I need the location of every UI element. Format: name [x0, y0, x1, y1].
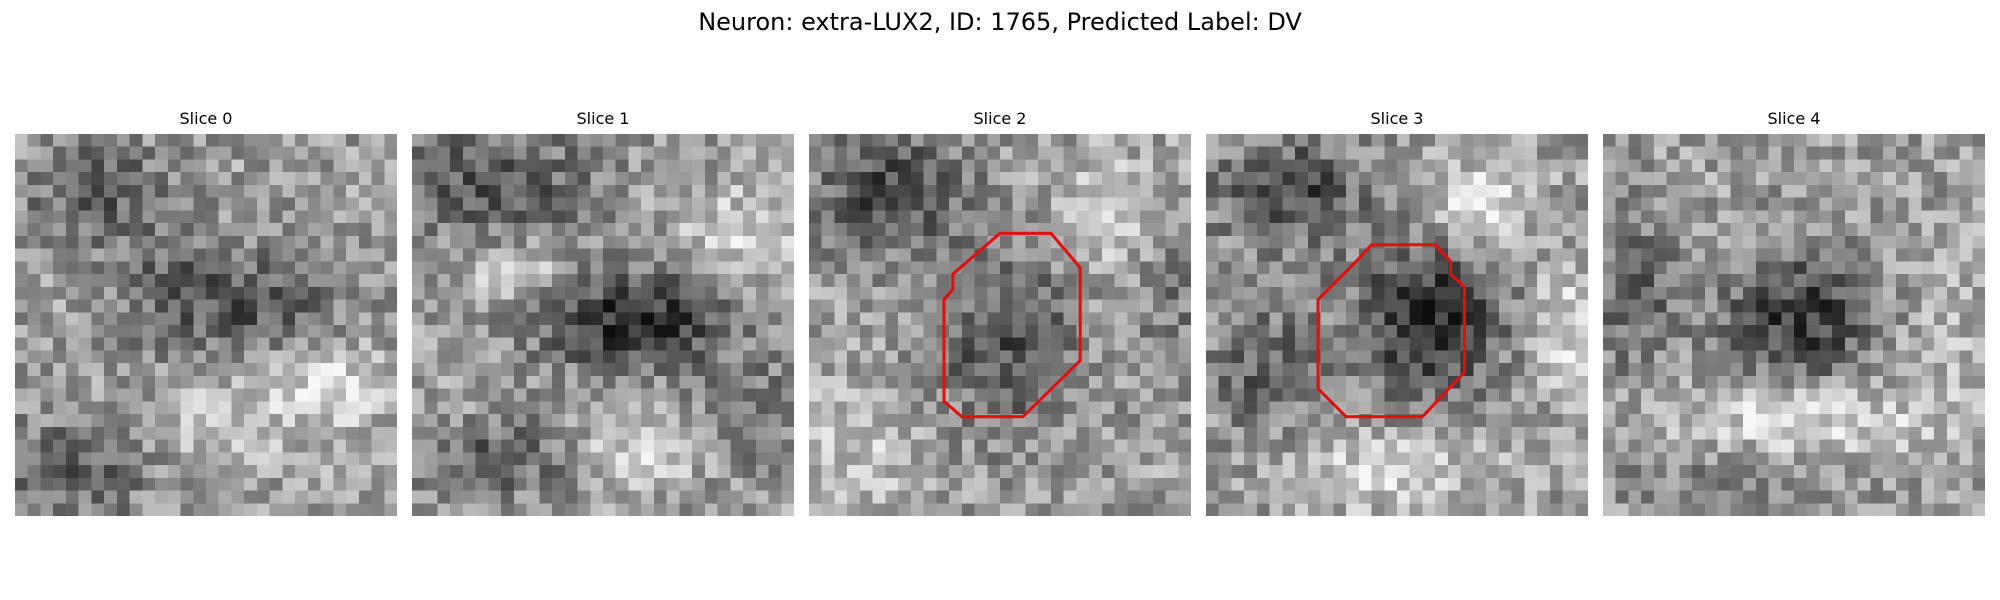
slice-panel-0: Slice 0 [15, 108, 397, 516]
figure-title: Neuron: extra-LUX2, ID: 1765, Predicted … [698, 8, 1302, 36]
slice-image [1603, 134, 1985, 516]
roi-outline [942, 231, 1082, 419]
slice-panel-3: Slice 3 [1206, 108, 1588, 516]
slice-panel-2: Slice 2 [809, 108, 1191, 516]
slice-title: Slice 4 [1767, 109, 1821, 128]
slice-title: Slice 0 [179, 109, 233, 128]
slice-panel-1: Slice 1 [412, 108, 794, 516]
slice-title: Slice 2 [973, 109, 1027, 128]
slice-image [1206, 134, 1588, 516]
slice-image [809, 134, 1191, 516]
slice-image [15, 134, 397, 516]
slice-panel-4: Slice 4 [1603, 108, 1985, 516]
slice-image [412, 134, 794, 516]
slice-title: Slice 1 [576, 109, 630, 128]
slice-title: Slice 3 [1370, 109, 1424, 128]
roi-outline [1316, 243, 1467, 419]
